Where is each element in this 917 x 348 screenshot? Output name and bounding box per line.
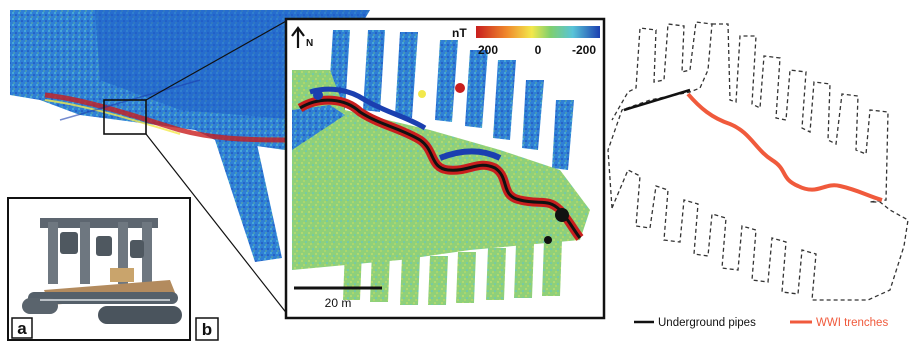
colorbar — [476, 26, 600, 38]
interpretation-outline — [607, 21, 909, 301]
panel-a-label: a — [17, 319, 27, 338]
panel-a-boat-inset: a — [7, 197, 191, 341]
panel-b-label: b — [202, 320, 212, 339]
legend: Underground pipes WWI trenches — [634, 317, 888, 329]
colorbar-tick-zero: 0 — [535, 43, 542, 57]
detail-magnetic-map: N nT 200 0 -200 20 m — [284, 17, 606, 320]
north-label: N — [306, 38, 313, 49]
panel-b-label-box: b — [195, 317, 219, 341]
underground-pipe-line — [623, 88, 691, 112]
legend-trenches-label: WWI trenches — [816, 317, 888, 329]
colorbar-tick-max: 200 — [478, 43, 498, 57]
zoom-box — [103, 99, 147, 135]
scale-bar-label: 20 m — [325, 296, 352, 310]
wwi-trench-line — [686, 92, 883, 202]
colorbar-unit: nT — [452, 26, 467, 40]
colorbar-tick-min: -200 — [572, 43, 596, 57]
legend-pipes-label: Underground pipes — [658, 317, 756, 329]
north-arrow-icon — [291, 26, 305, 48]
